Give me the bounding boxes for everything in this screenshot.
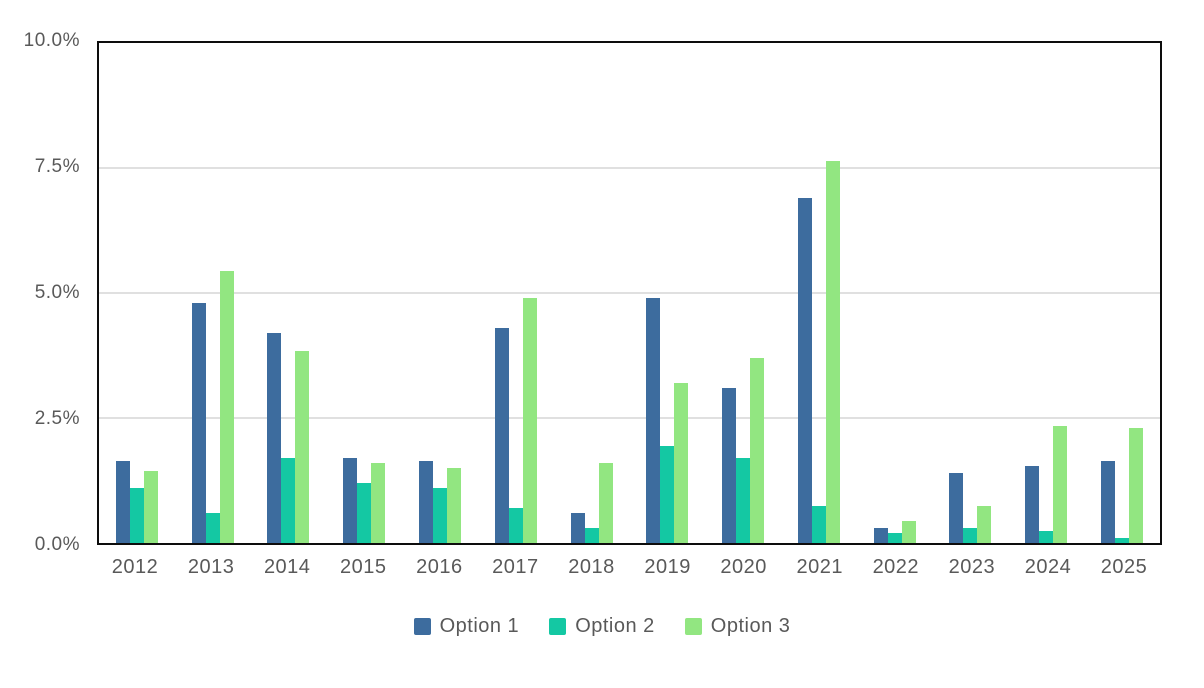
bar-option-2-2025 <box>1115 538 1130 543</box>
bar-group-2017 <box>478 43 554 543</box>
bar-option-3-2025 <box>1129 428 1144 543</box>
x-axis: 2012 2013 2014 2015 2016 2017 2018 2019 2020 2021… <box>97 556 1162 579</box>
legend-item-option-1: Option 1 <box>413 615 520 638</box>
legend-item-option-3: Option 3 <box>684 615 791 638</box>
bar-group-2020 <box>705 43 781 543</box>
bar-option-1-2014 <box>267 333 282 543</box>
bar-group-2021 <box>781 43 857 543</box>
bar-option-3-2022 <box>901 520 916 543</box>
bar-option-1-2012 <box>115 460 130 543</box>
bar-option-3-2018 <box>598 463 613 543</box>
bar-option-3-2014 <box>295 350 310 543</box>
x-tick-label-2018: 2018 <box>568 556 615 578</box>
x-tick-label-2014: 2014 <box>263 556 311 578</box>
x-tick-label-2015: 2015 <box>340 556 387 578</box>
bar-option-2-2013 <box>205 513 220 543</box>
bar-option-2-2015 <box>357 483 372 543</box>
bar-option-1-2023 <box>949 473 964 543</box>
bar-option-2-2017 <box>508 508 523 543</box>
bar-group-2016 <box>402 43 478 543</box>
bar-group-2025 <box>1084 43 1160 543</box>
legend: Option 1 Option 2 Option 3 <box>0 615 1204 638</box>
bar-option-2-2012 <box>129 488 144 543</box>
bar-option-2-2016 <box>433 488 448 543</box>
legend-label-option-2: Option 2 <box>575 615 655 637</box>
x-tick-label-2022: 2022 <box>872 556 920 578</box>
x-tick-label-2023: 2023 <box>948 556 996 578</box>
x-tick-label-2017: 2017 <box>492 556 539 578</box>
bar-group-2024 <box>1008 43 1084 543</box>
legend-item-option-2: Option 2 <box>549 615 655 638</box>
bar-group-2022 <box>857 43 933 543</box>
plot-area <box>97 41 1162 545</box>
bar-option-2-2021 <box>811 505 826 543</box>
gridline-5.0% <box>99 292 1160 294</box>
bar-option-1-2019 <box>646 298 661 543</box>
legend-swatch-option-3 <box>684 618 702 635</box>
y-tick-label-2.5%: 2.5% <box>34 408 80 429</box>
gridline-2.5% <box>99 417 1160 419</box>
y-tick-label-10.0%: 10.0% <box>23 30 80 51</box>
bar-option-3-2020 <box>750 358 765 543</box>
x-tick-label-2020: 2020 <box>720 556 767 578</box>
x-tick-label-2025: 2025 <box>1100 556 1148 578</box>
bar-option-1-2024 <box>1025 465 1040 543</box>
bar-option-3-2024 <box>1053 425 1068 543</box>
bar-group-2014 <box>251 43 327 543</box>
y-axis: 0.0% 2.5% 5.0% 7.5% 10.0% <box>0 30 80 555</box>
gridline-7.5% <box>99 167 1160 169</box>
bar-option-2-2014 <box>281 458 296 543</box>
bar-option-1-2020 <box>722 388 737 543</box>
legend-swatch-option-1 <box>413 618 431 635</box>
bar-option-1-2025 <box>1101 460 1116 543</box>
y-tick-label-0.0%: 0.0% <box>34 534 80 555</box>
bar-group-2012 <box>99 43 175 543</box>
bar-option-3-2017 <box>522 298 537 543</box>
legend-label-option-3: Option 3 <box>710 615 791 637</box>
bar-option-1-2013 <box>191 303 206 543</box>
bar-option-3-2021 <box>825 160 840 543</box>
bar-group-2013 <box>175 43 251 543</box>
bar-option-1-2017 <box>494 328 509 543</box>
x-tick-label-2016: 2016 <box>416 556 463 578</box>
bar-option-3-2012 <box>143 470 158 543</box>
x-tick-label-2013: 2013 <box>187 556 235 578</box>
bar-option-3-2015 <box>371 463 386 543</box>
bar-option-1-2018 <box>570 513 585 543</box>
legend-label-option-1: Option 1 <box>439 615 520 637</box>
x-tick-label-2024: 2024 <box>1024 556 1072 578</box>
bar-option-2-2018 <box>584 528 599 543</box>
x-tick-label-2012: 2012 <box>111 556 159 578</box>
bar-group-2018 <box>554 43 630 543</box>
bar-group-2023 <box>933 43 1009 543</box>
bar-option-3-2019 <box>674 383 689 543</box>
bar-groups <box>99 43 1160 543</box>
x-tick-label-2019: 2019 <box>644 556 691 578</box>
bar-option-2-2022 <box>887 533 902 543</box>
bar-option-1-2022 <box>873 528 888 543</box>
y-tick-label-7.5%: 7.5% <box>34 156 80 177</box>
x-tick-label-2021: 2021 <box>796 556 843 578</box>
bar-option-1-2015 <box>343 458 358 543</box>
bar-option-2-2023 <box>963 528 978 543</box>
bar-option-3-2023 <box>977 505 992 543</box>
bar-option-2-2019 <box>660 445 675 543</box>
legend-swatch-option-2 <box>549 618 567 635</box>
bar-option-1-2021 <box>797 198 812 543</box>
y-tick-label-5.0%: 5.0% <box>34 282 80 303</box>
bar-option-2-2020 <box>736 458 751 543</box>
bar-option-1-2016 <box>419 460 434 543</box>
bar-group-2015 <box>326 43 402 543</box>
bar-option-3-2013 <box>219 270 234 543</box>
bar-option-3-2016 <box>447 468 462 543</box>
bar-group-2019 <box>629 43 705 543</box>
bar-option-2-2024 <box>1039 530 1054 543</box>
